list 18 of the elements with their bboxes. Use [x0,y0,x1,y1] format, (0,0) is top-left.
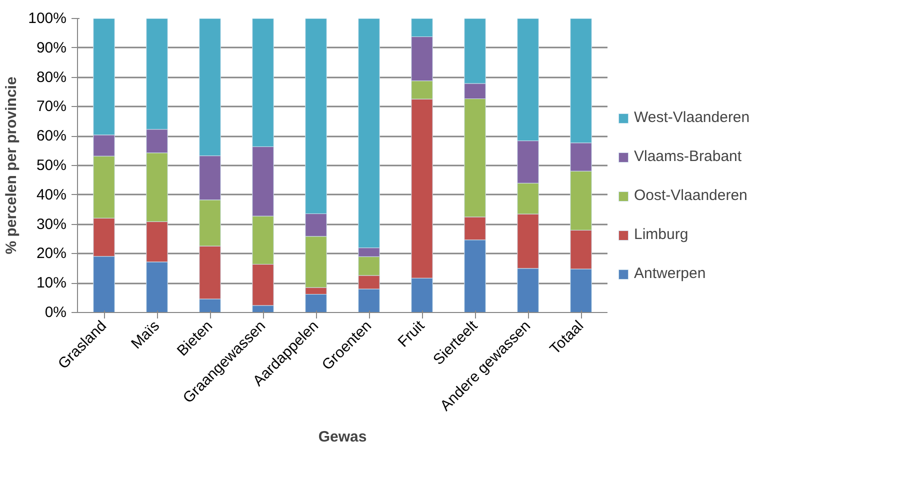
y-tick-label: 100% [28,10,67,27]
y-tick-label: 20% [36,245,67,262]
y-tick-label: 40% [36,186,67,204]
y-tick-label: 10% [36,274,67,292]
y-tick-label: 0% [44,304,67,321]
y-tick-label: 60% [36,128,67,145]
x-axis-title: Gewas [318,428,367,446]
y-tick-label: 90% [36,39,67,56]
y-tick-label: 50% [36,157,67,174]
legend-label: West-Vlaanderen [634,109,750,126]
legend-label: Vlaams-Brabant [634,148,742,165]
legend-label: Limburg [634,226,688,243]
y-tick-label: 30% [36,216,67,233]
y-tick-label: 70% [36,98,67,116]
legend-label: Antwerpen [634,265,706,282]
legend-label: Oost-Vlaanderen [634,187,748,204]
y-tick-label: 80% [36,68,67,86]
y-axis-title: % percelen per provincie [3,76,20,254]
